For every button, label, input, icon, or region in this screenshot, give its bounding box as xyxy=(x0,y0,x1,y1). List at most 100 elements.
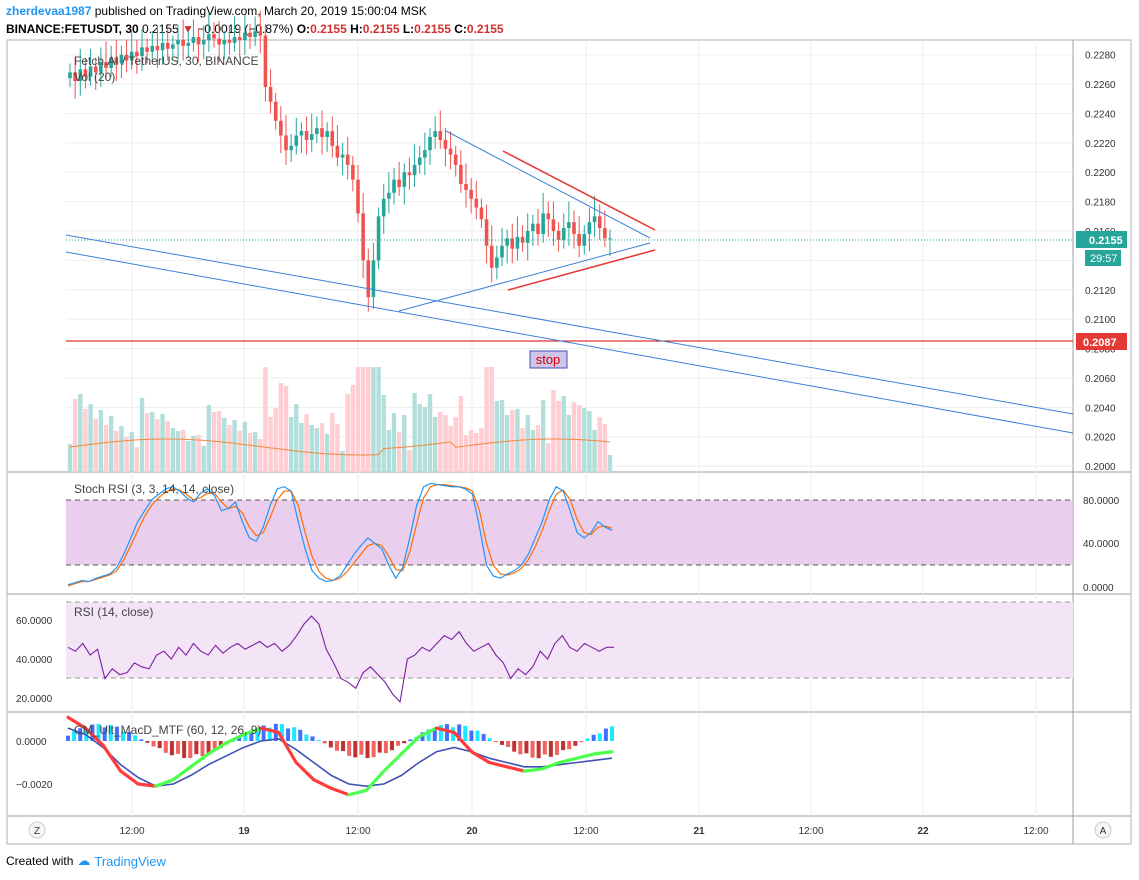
auto-scale-button[interactable] xyxy=(1094,821,1112,839)
candle-body xyxy=(376,216,381,261)
volume-bar xyxy=(458,396,464,472)
volume-bar xyxy=(252,432,258,472)
candle-body xyxy=(603,228,607,239)
candle-body xyxy=(150,45,155,52)
volume-bar xyxy=(232,420,237,472)
zoom-button[interactable] xyxy=(28,821,46,839)
red-wedge-lower[interactable] xyxy=(507,249,656,291)
candle-body xyxy=(114,57,119,64)
macd-histogram-bar xyxy=(298,729,303,741)
rsi-band xyxy=(66,602,1073,678)
time-axis[interactable]: 12:00 19 12:00 20 12:00 21 12:00 22 12:00 xyxy=(119,826,1048,837)
tradingview-brand[interactable]: TradingView xyxy=(94,853,166,869)
macd-line-segment xyxy=(347,788,368,797)
volume-bar xyxy=(587,411,592,472)
candle-body xyxy=(207,34,211,40)
candle-body xyxy=(160,42,165,51)
tradingview-logo-icon[interactable]: ☁ xyxy=(77,853,91,868)
volume-bar xyxy=(83,409,88,472)
candle-body xyxy=(68,72,72,79)
descending-channel-lower[interactable] xyxy=(65,251,1074,434)
candle-body xyxy=(201,40,206,45)
macd-histogram-bar xyxy=(359,741,364,755)
low-label: L: xyxy=(402,22,415,36)
time-tick: 19 xyxy=(238,826,250,837)
macd-histogram-bar xyxy=(506,741,511,747)
volume-bar xyxy=(278,383,284,472)
candle-body xyxy=(171,44,175,49)
volume-bar xyxy=(330,413,335,472)
author-link[interactable]: zherdevaa1987 xyxy=(6,4,92,18)
candle-body xyxy=(412,164,417,176)
volume-bar xyxy=(540,400,546,472)
volume-bar xyxy=(566,415,572,472)
macd-histogram-bar xyxy=(121,731,126,741)
macd-line-segment xyxy=(171,765,193,782)
candle-body xyxy=(546,213,551,220)
macd-line-segment xyxy=(364,769,386,793)
candle-body xyxy=(304,131,309,140)
triangle-upper-line[interactable] xyxy=(445,130,651,239)
candle-body xyxy=(212,34,216,39)
candle-body xyxy=(592,216,597,223)
candle-body xyxy=(186,42,191,46)
candle-body xyxy=(83,69,88,77)
volume-bar xyxy=(175,431,181,472)
macd-histogram-bar xyxy=(561,741,566,751)
volume-bar xyxy=(340,451,345,472)
macd-histogram-bar xyxy=(145,741,150,743)
stoch-tick: 0.0000 xyxy=(1083,583,1114,594)
volume-bar xyxy=(546,443,551,472)
triangle-lower-line[interactable] xyxy=(398,242,651,312)
candle-body xyxy=(351,164,355,180)
descending-channel-upper[interactable] xyxy=(65,234,1074,415)
candle-body xyxy=(495,257,499,268)
macd-histogram-bar xyxy=(255,727,260,741)
macd-histogram-bar xyxy=(139,739,144,741)
volume-bar xyxy=(103,425,109,472)
price-tick: 0.2280 xyxy=(1085,51,1116,62)
volume-bar xyxy=(489,367,494,472)
candle-body xyxy=(325,131,329,137)
stoch-tick: 40.0000 xyxy=(1083,539,1120,550)
macd-histogram-bar xyxy=(102,727,107,741)
volume-bar xyxy=(191,436,196,472)
red-wedge-upper[interactable] xyxy=(502,150,656,231)
candle-body xyxy=(237,37,242,40)
stop-label-box[interactable] xyxy=(529,350,568,369)
macd-histogram-bar xyxy=(212,741,217,750)
macd-line-segment xyxy=(119,769,140,786)
macd-line-segment xyxy=(294,760,316,782)
volume-bar xyxy=(294,404,299,472)
countdown-badge-box xyxy=(1085,250,1121,266)
macd-histogram-bar xyxy=(169,741,174,756)
macd-line-segment xyxy=(399,735,421,756)
macd-histogram-bar xyxy=(347,741,352,756)
candle-body xyxy=(417,157,422,165)
macd-histogram-bar xyxy=(176,741,181,754)
macd-histogram-bar xyxy=(487,738,492,741)
macd-histogram-bar xyxy=(304,734,309,741)
volume-bar xyxy=(438,412,443,472)
candle-body xyxy=(99,62,103,73)
candle-body xyxy=(124,54,129,61)
macd-line-segment xyxy=(487,760,509,769)
volume-bar xyxy=(67,444,73,472)
macd-line-segment xyxy=(329,786,351,797)
price-tick: 0.2180 xyxy=(1085,198,1116,209)
volume-bar xyxy=(530,430,536,472)
price-tick: 0.2060 xyxy=(1085,374,1116,385)
candle-body xyxy=(484,219,489,246)
volume-bar xyxy=(155,419,160,472)
candle-body xyxy=(407,172,412,176)
macd-histogram-bar xyxy=(328,741,333,748)
macd-histogram-bar xyxy=(451,727,456,741)
macd-histogram-bar xyxy=(426,729,431,741)
candle-body xyxy=(345,154,350,165)
macd-histogram-bar xyxy=(493,741,498,742)
candle-body xyxy=(556,231,561,240)
stoch-pane-title: Stoch RSI (3, 3, 14, 14, close) xyxy=(74,482,234,496)
candle-body xyxy=(510,238,515,249)
candle-body xyxy=(448,148,453,155)
